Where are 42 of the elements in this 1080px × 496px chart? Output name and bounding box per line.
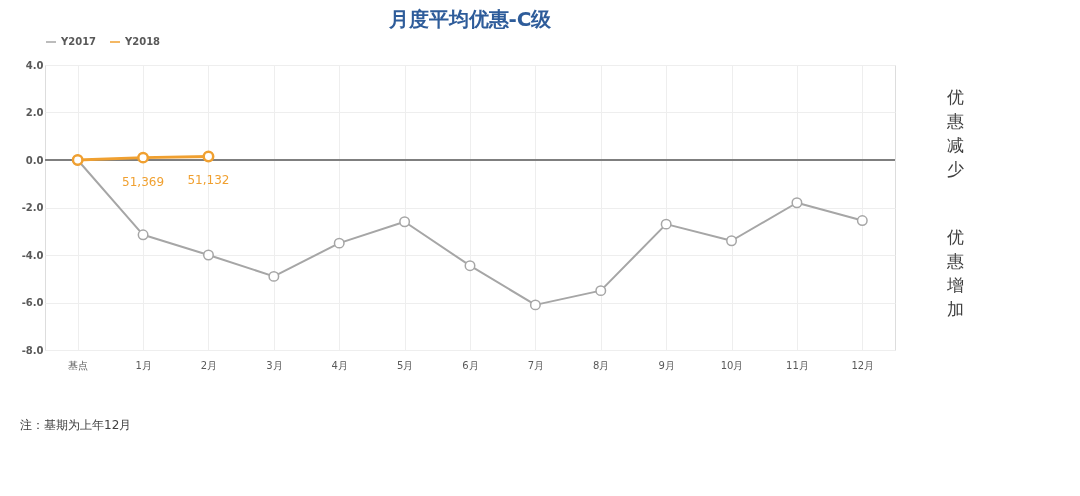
x-tick-label: 7月: [527, 359, 545, 371]
point: [856, 215, 868, 227]
point: [399, 216, 411, 228]
point: [268, 270, 280, 282]
text: 优惠增加: [945, 227, 964, 319]
y-tick-label: -4.0: [21, 249, 44, 261]
x-tick-label: 8月: [593, 359, 610, 371]
x-tick-label: 5月: [396, 359, 414, 371]
point: [202, 249, 214, 261]
point: [595, 285, 607, 297]
y-tick-label: -6.0: [21, 297, 44, 308]
chart-title: 月度平均优惠-C级: [387, 7, 553, 31]
y-tick-label: 0.0: [25, 154, 44, 166]
annotation: 51,132: [187, 173, 230, 188]
y-tick-label: 4.0: [25, 59, 44, 71]
point: [333, 237, 345, 249]
point: [464, 260, 476, 272]
y-tick-label: -8.0: [21, 344, 44, 356]
x-tick-label: 9月: [658, 359, 675, 371]
y-tick-label: 2.0: [25, 107, 44, 118]
x-tick-label: 1月: [135, 359, 152, 371]
y-tick-label: -2.0: [21, 202, 44, 213]
x-tick-label: 10月: [720, 359, 744, 371]
x-tick-label: 4月: [331, 359, 348, 371]
point: [791, 197, 803, 209]
x-tick-label: 2月: [200, 359, 218, 371]
point: [529, 299, 541, 311]
x-tick-label: 基点: [68, 359, 89, 371]
x-tick-label: 6月: [462, 359, 479, 371]
point: [137, 151, 150, 164]
point: [202, 150, 215, 163]
x-tick-label: 3月: [266, 359, 283, 371]
legend-label: Y2018: [124, 36, 161, 47]
text: 优惠减少: [945, 87, 964, 179]
point: [137, 229, 149, 241]
point: [660, 218, 672, 230]
annotation: 51,369: [122, 174, 165, 189]
text: 注：基期为上年12月: [20, 418, 132, 432]
legend-label: Y2017: [60, 36, 97, 47]
point: [726, 235, 738, 247]
x-tick-label: 12月: [851, 359, 875, 371]
x-tick-label: 11月: [786, 359, 809, 371]
